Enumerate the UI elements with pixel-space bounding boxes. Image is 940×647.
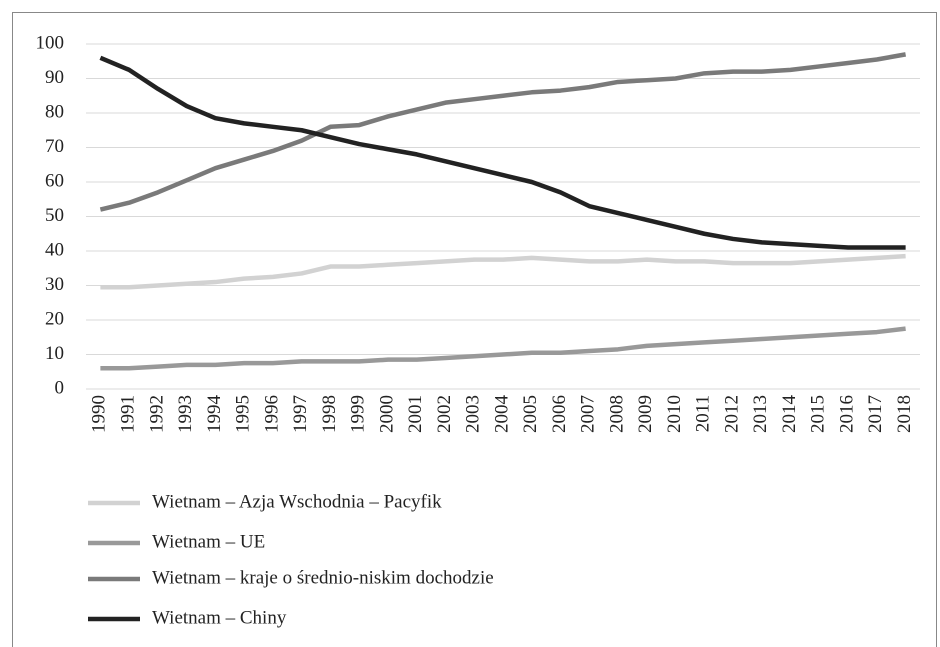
x-tick-label: 2004 xyxy=(491,395,512,434)
x-tick-label: 1996 xyxy=(261,395,282,433)
x-tick-label: 1994 xyxy=(204,395,225,434)
x-tick-label: 1997 xyxy=(290,395,311,433)
x-tick-label: 1995 xyxy=(233,395,254,433)
y-tick-label: 20 xyxy=(45,308,64,329)
x-tick-label: 2011 xyxy=(693,395,714,432)
x-tick-label: 2014 xyxy=(779,395,800,434)
legend-label: Wietnam – Azja Wschodnia – Pacyfik xyxy=(152,491,442,512)
series-line xyxy=(100,253,906,290)
x-tick-label: 2000 xyxy=(376,395,397,433)
y-tick-label: 30 xyxy=(45,274,64,295)
x-tick-label: 2008 xyxy=(606,395,627,433)
y-tick-label: 10 xyxy=(45,343,64,364)
x-tick-label: 2018 xyxy=(894,395,915,433)
series-line xyxy=(99,52,907,212)
x-tick-label: 2012 xyxy=(721,395,742,433)
x-tick-label: 2017 xyxy=(865,395,886,433)
x-tick-label: 2016 xyxy=(836,395,857,433)
frame xyxy=(12,12,937,647)
y-tick-label: 100 xyxy=(36,32,65,53)
x-tick-label: 1990 xyxy=(89,395,110,433)
y-tick-label: 80 xyxy=(45,101,64,122)
x-tick-label: 2003 xyxy=(463,395,484,433)
y-tick-label: 90 xyxy=(45,67,64,88)
y-tick-label: 0 xyxy=(55,377,65,398)
x-tick-label: 2010 xyxy=(664,395,685,433)
x-tick-label: 1992 xyxy=(146,395,167,433)
x-tick-label: 2013 xyxy=(750,395,771,433)
x-tick-label: 1998 xyxy=(319,395,340,433)
legend-label: Wietnam – Chiny xyxy=(152,607,287,628)
x-tick-label: 1999 xyxy=(348,395,369,433)
y-tick-label: 50 xyxy=(45,205,64,226)
x-tick-label: 2002 xyxy=(434,395,455,433)
x-tick-label: 2009 xyxy=(635,395,656,433)
legend-label: Wietnam – kraje o średnio-niskim dochodz… xyxy=(152,567,494,588)
y-tick-label: 60 xyxy=(45,170,64,191)
series-line xyxy=(99,55,906,250)
x-tick-label: 2007 xyxy=(578,395,599,433)
x-tick-label: 2015 xyxy=(808,395,829,433)
legend-label: Wietnam – UE xyxy=(152,531,265,552)
x-tick-label: 2005 xyxy=(520,395,541,433)
x-tick-label: 2001 xyxy=(405,395,426,433)
series-line xyxy=(100,326,906,371)
y-tick-label: 70 xyxy=(45,136,64,157)
y-tick-label: 40 xyxy=(45,239,64,260)
x-tick-label: 1993 xyxy=(175,395,196,433)
x-tick-label: 1991 xyxy=(117,395,138,433)
x-tick-label: 2006 xyxy=(549,395,570,433)
